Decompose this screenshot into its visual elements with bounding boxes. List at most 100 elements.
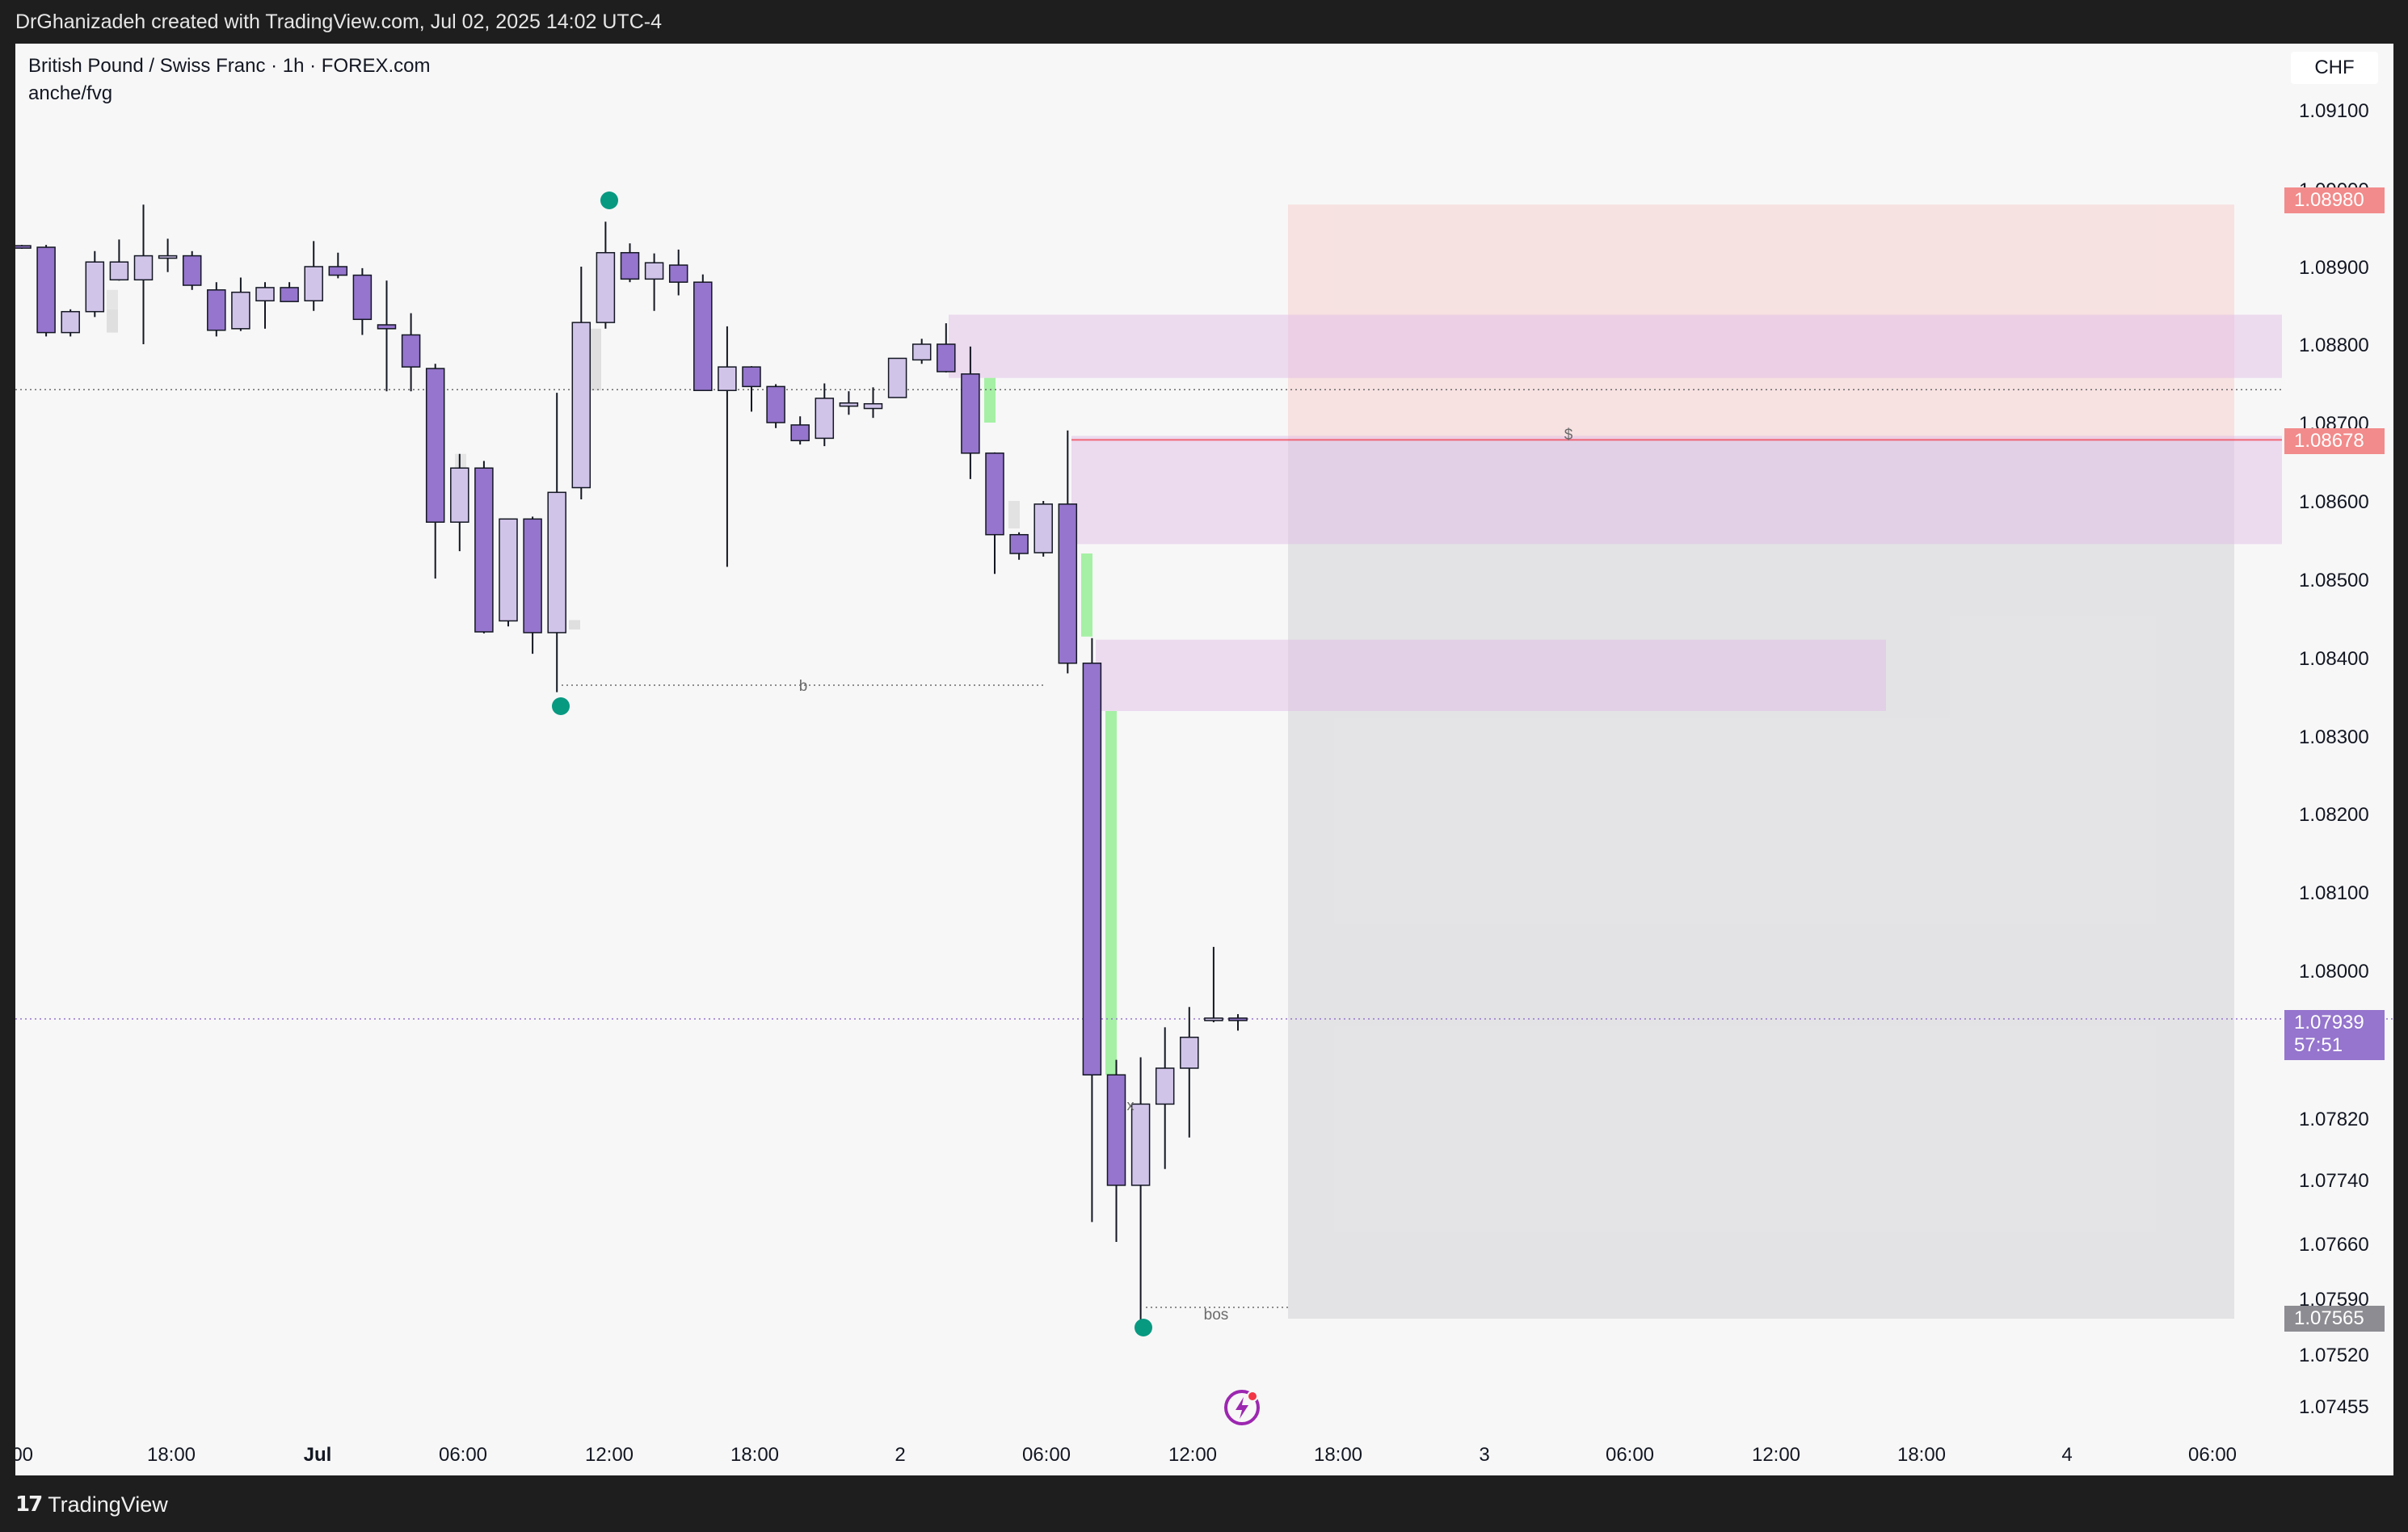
candle-body <box>109 261 129 281</box>
candle-body <box>839 402 859 407</box>
imbalance-box <box>1081 553 1092 637</box>
attribution-text: DrGhanizadeh created with TradingView.co… <box>15 11 662 33</box>
pivot-dot <box>600 192 618 209</box>
candle-body <box>790 424 810 442</box>
y-tick-label: 1.08400 <box>2299 648 2369 670</box>
candle-body <box>352 274 373 321</box>
y-tick-label: 1.07660 <box>2299 1234 2369 1256</box>
candle-body <box>377 324 397 330</box>
candle-body <box>644 262 664 280</box>
y-tick-label: 1.08300 <box>2299 726 2369 748</box>
indicator-legend[interactable]: anche/fvg <box>28 82 113 104</box>
candle-body <box>887 357 907 398</box>
bar-countdown: 57:51 <box>2294 1034 2343 1056</box>
current-price-tag: 1.07939 57:51 <box>2284 1010 2385 1060</box>
y-tick-label: 1.08500 <box>2299 570 2369 591</box>
candle-body <box>280 287 299 302</box>
candle-body <box>718 366 737 391</box>
candle-body <box>304 266 323 301</box>
x-tick-label: Jul <box>304 1444 332 1466</box>
pivot-dot <box>552 697 570 715</box>
y-tick-label: 1.08100 <box>2299 882 2369 904</box>
y-tick-label: 1.08600 <box>2299 491 2369 513</box>
x-tick-label: 06:00 <box>439 1444 487 1466</box>
candle-body <box>1106 1074 1126 1186</box>
x-tick-label: 12:00 <box>1752 1444 1800 1466</box>
candle-body <box>1034 503 1053 553</box>
y-tick-label: 1.08000 <box>2299 961 2369 983</box>
x-tick-label: 06:00 <box>2188 1444 2237 1466</box>
x-tick-label: 12:00 <box>585 1444 634 1466</box>
candle-body <box>425 368 445 523</box>
candle-body <box>1204 1017 1223 1021</box>
candle-body <box>36 246 56 334</box>
y-tick-label: 1.07820 <box>2299 1109 2369 1130</box>
candle-body <box>474 467 494 633</box>
structure-label: b <box>799 678 808 695</box>
current-price-value: 1.07939 <box>2294 1012 2364 1033</box>
y-tick-label: 1.08900 <box>2299 257 2369 279</box>
x-tick-label: 4 <box>2061 1444 2072 1466</box>
candle-body <box>450 467 469 523</box>
candle-body <box>523 518 542 633</box>
x-tick-label: 06:00 <box>1606 1444 1654 1466</box>
x-tick-label: 12:00 <box>15 1444 33 1466</box>
imbalance-box <box>569 620 580 630</box>
candle-body <box>742 366 761 388</box>
candle-body <box>231 291 250 330</box>
stop-price-tag: 1.07565 <box>2284 1306 2385 1332</box>
candle-body <box>668 264 688 283</box>
candle-body <box>61 310 80 334</box>
lightning-alert-icon[interactable] <box>1222 1387 1262 1428</box>
candle-body <box>1130 1103 1151 1186</box>
candle-body <box>961 373 980 454</box>
x-tick-label: 3 <box>1479 1444 1489 1466</box>
candle-body <box>1082 663 1102 1076</box>
y-tick-label: 1.07740 <box>2299 1170 2369 1192</box>
candle-body <box>596 251 616 323</box>
bos-label: bos <box>1204 1307 1229 1324</box>
candle-body <box>1058 503 1078 664</box>
candle-body <box>133 255 154 281</box>
candle-body <box>571 322 591 489</box>
candle-body <box>85 261 105 313</box>
candle-body <box>401 334 421 368</box>
y-tick-label: 1.09100 <box>2299 100 2369 122</box>
imbalance-box <box>590 328 601 391</box>
imbalance-box <box>1008 501 1020 528</box>
target-price-tag: 1.08980 <box>2284 187 2385 213</box>
currency-selector[interactable]: CHF <box>2291 52 2378 84</box>
fvg-zone <box>1096 639 1886 711</box>
candle-body <box>207 289 226 331</box>
candle-body <box>620 251 640 280</box>
candle-body <box>766 385 785 423</box>
fvg-zone <box>949 314 2282 378</box>
pivot-dot <box>1135 1319 1152 1336</box>
candle-body <box>1180 1036 1199 1069</box>
imbalance-box <box>107 289 118 309</box>
swing-marker: x <box>1127 1097 1135 1113</box>
candle-body <box>1228 1017 1248 1021</box>
loss-zone <box>1288 440 2234 1319</box>
x-tick-label: 18:00 <box>730 1444 779 1466</box>
y-tick-label: 1.08800 <box>2299 335 2369 356</box>
tradingview-logo[interactable]: 17 TradingView <box>15 1492 168 1517</box>
imbalance-box <box>984 377 996 423</box>
candle-body <box>911 343 932 361</box>
candle-body <box>1009 533 1029 554</box>
x-tick-label: 06:00 <box>1022 1444 1071 1466</box>
symbol-legend[interactable]: British Pound / Swiss Franc · 1h · FOREX… <box>28 55 431 77</box>
x-tick-label: 18:00 <box>1314 1444 1362 1466</box>
candle-body <box>182 255 202 286</box>
candle-body <box>15 245 32 249</box>
candle-body <box>1155 1067 1175 1105</box>
candle-body <box>499 518 518 622</box>
y-tick-label: 1.07455 <box>2299 1396 2369 1418</box>
tradingview-wordmark: TradingView <box>48 1492 168 1517</box>
candle-body <box>815 398 835 440</box>
y-tick-label: 1.07520 <box>2299 1345 2369 1366</box>
entry-label: $ <box>1564 427 1573 444</box>
x-tick-label: 12:00 <box>1168 1444 1217 1466</box>
